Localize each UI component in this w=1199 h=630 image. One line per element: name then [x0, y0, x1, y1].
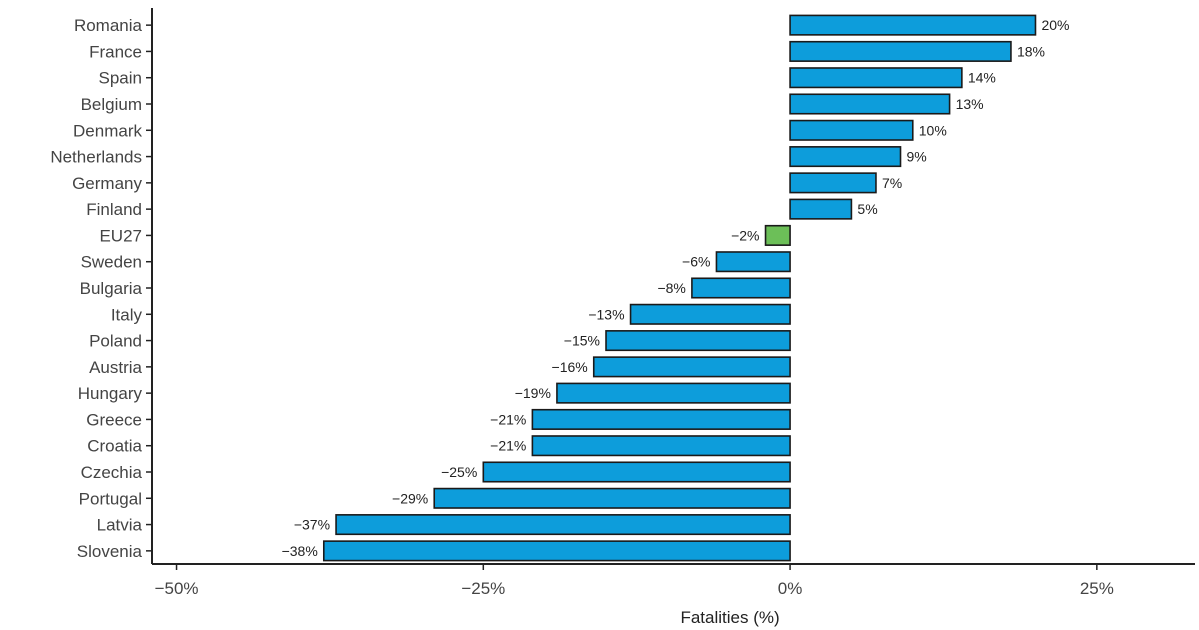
x-tick-label: 25%: [1080, 579, 1114, 598]
category-label-sweden: Sweden: [81, 253, 142, 272]
category-label-croatia: Croatia: [87, 437, 142, 456]
bars-layer: [322, 14, 1037, 562]
data-label-czechia: −25%: [441, 464, 477, 480]
bar-hungary: [556, 382, 791, 404]
category-label-france: France: [89, 42, 142, 61]
data-label-latvia: −37%: [294, 517, 330, 533]
bar-eu27: [764, 224, 791, 246]
bar-france: [789, 40, 1012, 62]
data-label-germany: 7%: [882, 175, 902, 191]
bar-poland: [605, 330, 791, 352]
category-label-bulgaria: Bulgaria: [80, 279, 143, 298]
data-label-austria: −16%: [552, 359, 588, 375]
bar-germany: [789, 172, 877, 194]
category-label-finland: Finland: [86, 200, 142, 219]
axes: [151, 8, 1195, 565]
bar-greece: [531, 408, 791, 430]
bar-spain: [789, 67, 963, 89]
bar-croatia: [531, 435, 791, 457]
data-label-portugal: −29%: [392, 490, 428, 506]
bar-sweden: [715, 251, 791, 273]
category-label-italy: Italy: [111, 305, 143, 324]
category-label-hungary: Hungary: [78, 384, 143, 403]
data-label-poland: −15%: [564, 333, 600, 349]
bar-czechia: [482, 461, 791, 483]
category-label-czechia: Czechia: [81, 463, 143, 482]
category-label-latvia: Latvia: [97, 516, 143, 535]
x-tick-label: 0%: [778, 579, 803, 598]
data-label-slovenia: −38%: [282, 543, 318, 559]
bar-portugal: [433, 487, 791, 509]
bar-bulgaria: [691, 277, 791, 299]
bar-netherlands: [789, 146, 902, 168]
data-label-italy: −13%: [588, 306, 624, 322]
category-labels: Romania France Spain Belgium Denmark Netherla…: [50, 16, 152, 561]
category-label-spain: Spain: [99, 69, 142, 88]
category-label-belgium: Belgium: [81, 95, 142, 114]
category-label-austria: Austria: [89, 358, 142, 377]
category-label-netherlands: Netherlands: [50, 148, 142, 167]
data-label-eu27: −2%: [731, 227, 759, 243]
data-label-finland: 5%: [857, 201, 877, 217]
bar-romania: [789, 14, 1037, 36]
data-label-belgium: 13%: [956, 96, 984, 112]
bar-slovenia: [322, 540, 791, 562]
data-label-bulgaria: −8%: [657, 280, 685, 296]
category-label-germany: Germany: [72, 174, 142, 193]
data-labels: 20% 18% 14% 13% 10% 9% 7% 5% −2% −6% −8% −13% −15% −1…: [282, 17, 1070, 559]
data-label-sweden: −6%: [682, 254, 710, 270]
category-label-romania: Romania: [74, 16, 143, 35]
bar-latvia: [335, 514, 791, 536]
category-label-poland: Poland: [89, 332, 142, 351]
bar-italy: [629, 303, 791, 325]
data-label-netherlands: 9%: [907, 149, 927, 165]
category-label-eu27: EU27: [99, 226, 142, 245]
x-tick-label: −50%: [155, 579, 199, 598]
x-tick-label: −25%: [461, 579, 505, 598]
data-label-hungary: −19%: [515, 385, 551, 401]
category-label-greece: Greece: [86, 410, 142, 429]
x-axis-title: Fatalities (%): [680, 608, 779, 627]
category-label-slovenia: Slovenia: [77, 542, 143, 561]
x-axis-ticks: −50% −25% 0% 25%: [155, 564, 1114, 598]
data-label-france: 18%: [1017, 43, 1045, 59]
bar-denmark: [789, 119, 914, 141]
category-label-portugal: Portugal: [79, 489, 142, 508]
data-label-croatia: −21%: [490, 438, 526, 454]
category-label-denmark: Denmark: [73, 121, 142, 140]
data-label-spain: 14%: [968, 70, 996, 86]
bar-belgium: [789, 93, 951, 115]
bar-finland: [789, 198, 853, 220]
data-label-denmark: 10%: [919, 122, 947, 138]
data-label-romania: 20%: [1041, 17, 1069, 33]
data-label-greece: −21%: [490, 411, 526, 427]
bar-austria: [592, 356, 791, 378]
